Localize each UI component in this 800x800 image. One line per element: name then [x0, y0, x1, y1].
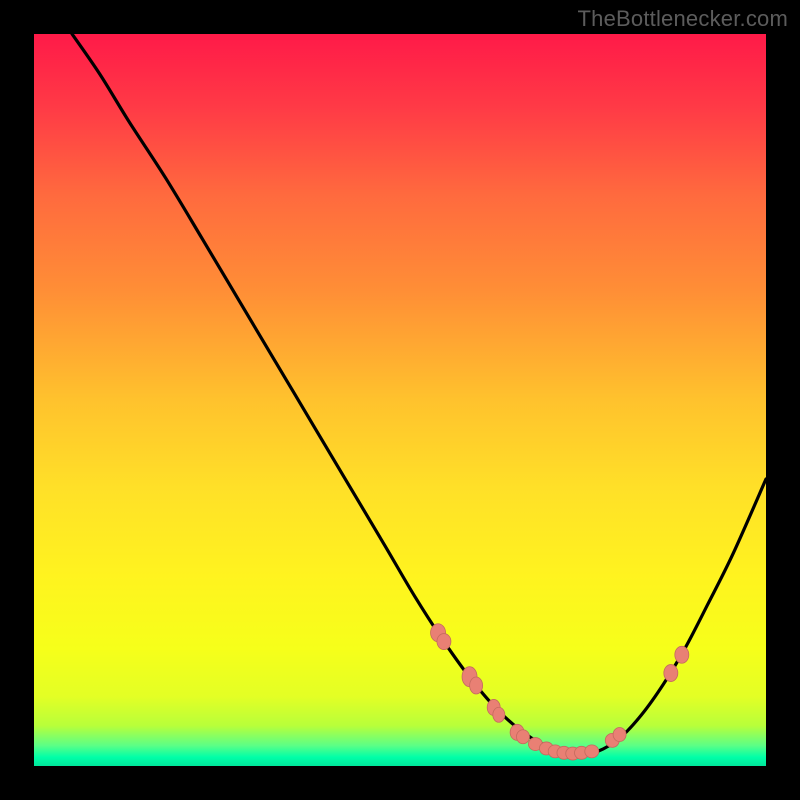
- data-marker: [664, 665, 678, 682]
- bottleneck-chart: [34, 34, 766, 766]
- data-marker: [437, 634, 451, 650]
- data-marker: [470, 677, 483, 694]
- data-marker: [585, 745, 599, 758]
- watermark-text: TheBottlenecker.com: [578, 6, 788, 32]
- data-marker: [675, 646, 689, 663]
- data-marker: [493, 707, 505, 722]
- data-marker: [516, 730, 529, 744]
- data-marker: [613, 728, 626, 742]
